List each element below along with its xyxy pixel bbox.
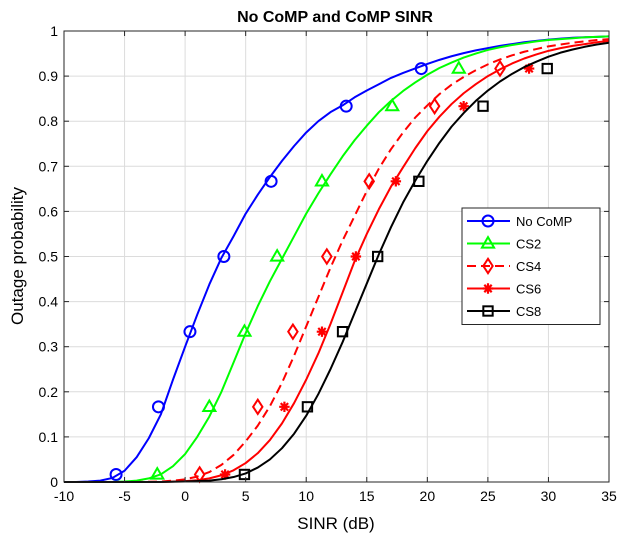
square-marker <box>336 326 349 338</box>
circle-marker <box>264 174 278 188</box>
legend-label: CS6 <box>516 282 541 297</box>
square-marker <box>238 468 251 481</box>
square-marker <box>482 305 494 317</box>
circle-marker <box>217 250 231 263</box>
y-tick-label: 0.9 <box>39 68 59 84</box>
x-tick-label: 0 <box>181 488 189 504</box>
asterisk-marker <box>458 100 469 112</box>
series-cs6 <box>64 39 610 483</box>
legend-entry: CS8 <box>467 304 541 319</box>
asterisk-marker <box>279 401 290 413</box>
x-tick-label: 5 <box>242 488 250 504</box>
x-tick-label: -5 <box>118 488 131 504</box>
legend-entry: No CoMP <box>467 214 572 229</box>
series-cs4 <box>64 38 610 484</box>
x-tick-label: 20 <box>420 488 436 504</box>
y-tick-label: 0.5 <box>39 249 59 265</box>
y-tick-label: 0.8 <box>39 113 59 129</box>
triangle-marker <box>149 466 166 480</box>
series-line <box>64 41 610 483</box>
y-tick-label: 0.4 <box>39 294 59 310</box>
y-tick-label: 0 <box>50 474 58 490</box>
series-line <box>64 35 610 483</box>
triangle-marker <box>236 323 253 337</box>
x-tick-label: 10 <box>298 488 314 504</box>
asterisk-marker <box>350 251 362 262</box>
legend-entry: CS4 <box>467 257 541 275</box>
square-marker <box>301 401 314 413</box>
legend-entry: CS6 <box>467 282 541 297</box>
triangle-marker <box>269 248 285 262</box>
asterisk-marker <box>523 63 535 74</box>
y-tick-label: 0.3 <box>39 339 59 355</box>
legend: No CoMP CS2 CS4 CS6 CS8 <box>461 207 601 325</box>
x-tick-label: -10 <box>54 488 74 504</box>
asterisk-marker <box>316 326 328 337</box>
triangle-marker <box>480 235 496 249</box>
chart-title: No CoMP and CoMP SINR <box>237 9 433 26</box>
y-axis-label: Outage probability <box>8 187 27 325</box>
legend-label: CS4 <box>516 259 541 274</box>
series-layer <box>64 35 610 484</box>
x-axis-label: SINR (dB) <box>297 514 374 533</box>
square-marker <box>477 100 489 112</box>
triangle-marker <box>201 398 218 412</box>
y-tick-label: 0.2 <box>39 384 59 400</box>
series-cs2 <box>64 35 610 483</box>
triangle-marker <box>451 60 467 74</box>
diamond-marker <box>482 257 494 275</box>
asterisk-marker <box>390 176 402 187</box>
diamond-marker <box>494 59 506 78</box>
series-line <box>64 38 610 483</box>
diamond-marker <box>251 397 264 416</box>
circle-marker <box>414 62 428 76</box>
x-tick-label: 15 <box>359 488 375 504</box>
circle-marker <box>183 325 197 339</box>
triangle-marker <box>384 97 400 112</box>
diamond-marker <box>287 322 299 341</box>
y-tick-label: 0.1 <box>39 429 59 445</box>
triangle-marker <box>314 172 330 187</box>
square-marker <box>541 62 553 75</box>
x-tick-label: 25 <box>480 488 496 504</box>
circle-marker <box>109 467 123 481</box>
diamond-marker <box>428 97 441 116</box>
square-marker <box>413 175 425 187</box>
circle-marker <box>339 99 353 113</box>
square-marker <box>372 250 384 263</box>
asterisk-marker <box>219 469 231 480</box>
legend-label: No CoMP <box>516 214 572 229</box>
diamond-marker <box>363 172 376 191</box>
legend-label: CS2 <box>516 237 541 252</box>
y-tick-label: 1 <box>50 23 58 39</box>
ticks: -10 -5 0 5 10 15 20 25 30 35 0 0.1 0.2 0.3 0.4 0.5 0.6 0.… <box>39 23 617 504</box>
x-tick-label: 30 <box>541 488 557 504</box>
y-tick-label: 0.6 <box>39 203 59 219</box>
legend-entry: CS2 <box>467 235 541 252</box>
circle-marker <box>151 400 165 414</box>
x-tick-label: 35 <box>601 488 617 504</box>
legend-label: CS8 <box>516 304 541 319</box>
asterisk-marker <box>482 283 494 294</box>
diamond-marker <box>320 247 333 266</box>
y-tick-label: 0.7 <box>39 158 59 174</box>
circle-marker <box>481 214 495 228</box>
series-cs8 <box>64 41 610 483</box>
